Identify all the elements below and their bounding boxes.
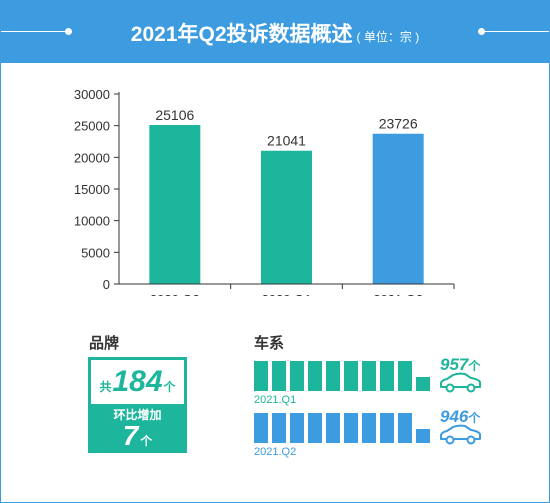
gauge-period-label: 2021.Q2 xyxy=(254,446,297,458)
y-tick-label: 25000 xyxy=(74,119,110,134)
gauge-segment xyxy=(290,413,304,443)
gauge-count-value: 957 xyxy=(440,355,469,374)
gauge-count: 946个 xyxy=(440,407,480,427)
gauge-segment xyxy=(398,361,412,391)
gauge-period-label: 2021.Q1 xyxy=(254,394,297,406)
x-tick-label: 2021.Q2 xyxy=(373,292,423,296)
brand-count: 共184个 xyxy=(91,360,184,404)
series-section-title: 车系 xyxy=(254,335,285,352)
mom-value-unit: 个 xyxy=(140,434,153,448)
gauge-segment xyxy=(272,361,286,391)
gauge-count-unit: 个 xyxy=(468,411,481,425)
unit-note: ( 单位：宗 ) xyxy=(356,30,420,44)
brand-section-title: 品牌 xyxy=(89,335,120,352)
banner-rule-left xyxy=(1,31,67,32)
gauge-segment xyxy=(398,413,412,443)
gauge-segment xyxy=(254,413,268,443)
gauge-segment xyxy=(380,413,394,443)
bar-value-label: 23726 xyxy=(379,116,418,132)
gauge-segment xyxy=(326,413,340,443)
y-tick-label: 20000 xyxy=(74,150,110,165)
bar-value-label: 21041 xyxy=(267,133,306,149)
mom-value-number: 7 xyxy=(122,420,139,451)
brand-count-prefix: 共 xyxy=(99,380,112,394)
car-icon xyxy=(440,372,481,393)
bar-value-label: 25106 xyxy=(155,107,194,123)
mom-label: 环比增加 xyxy=(113,408,162,422)
gauge-segment xyxy=(416,429,430,443)
gauge-segment xyxy=(272,413,286,443)
brand-count-unit: 个 xyxy=(163,380,176,394)
title-wrap: 2021年Q2投诉数据概述( 单位：宗 ) xyxy=(1,18,549,48)
gauge-segment xyxy=(362,413,376,443)
gauge-segment xyxy=(344,361,358,391)
gauge-count-value: 946 xyxy=(440,407,469,426)
y-tick-label: 15000 xyxy=(74,182,110,197)
gauge-segment xyxy=(380,361,394,391)
gauge-segment xyxy=(326,361,340,391)
gauge-segment xyxy=(362,361,376,391)
y-tick-label: 5000 xyxy=(81,245,110,260)
y-tick-label: 30000 xyxy=(74,87,110,102)
y-tick-label: 10000 xyxy=(74,214,110,229)
x-tick-label: 2020.Q2 xyxy=(150,292,200,296)
y-tick-label: 0 xyxy=(103,277,110,292)
car-icon xyxy=(440,424,481,445)
gauge-count-unit: 个 xyxy=(468,359,481,373)
y-axis: 0 5000 10000 15000 20000 25000 30000 xyxy=(74,87,120,292)
gauge-segment xyxy=(308,361,322,391)
x-axis: 2020.Q2 2020.Q1 2021.Q2 xyxy=(119,283,455,296)
banner-rule-right xyxy=(483,31,549,32)
gauge-count: 957个 xyxy=(440,355,480,375)
banner-dot-left xyxy=(65,28,72,35)
bars: 25106 21041 23726 xyxy=(149,107,424,284)
gauge-segment xyxy=(308,413,322,443)
x-tick-label: 2020.Q1 xyxy=(262,292,312,296)
banner-dot-right xyxy=(478,28,485,35)
page-title: 2021年Q2投诉数据概述 xyxy=(130,23,353,46)
gauge-segment xyxy=(290,361,304,391)
title-banner: 2021年Q2投诉数据概述( 单位：宗 ) xyxy=(1,1,549,63)
gauge-segment xyxy=(416,377,430,391)
gauge-segment xyxy=(254,361,268,391)
gauge-segment xyxy=(344,413,358,443)
brand-count-value: 184 xyxy=(112,365,163,398)
bar xyxy=(261,150,312,284)
bar xyxy=(149,124,201,284)
bar xyxy=(372,133,424,284)
complaints-bar-chart: 0 5000 10000 15000 20000 25000 30000 25106 2104… xyxy=(74,87,455,296)
